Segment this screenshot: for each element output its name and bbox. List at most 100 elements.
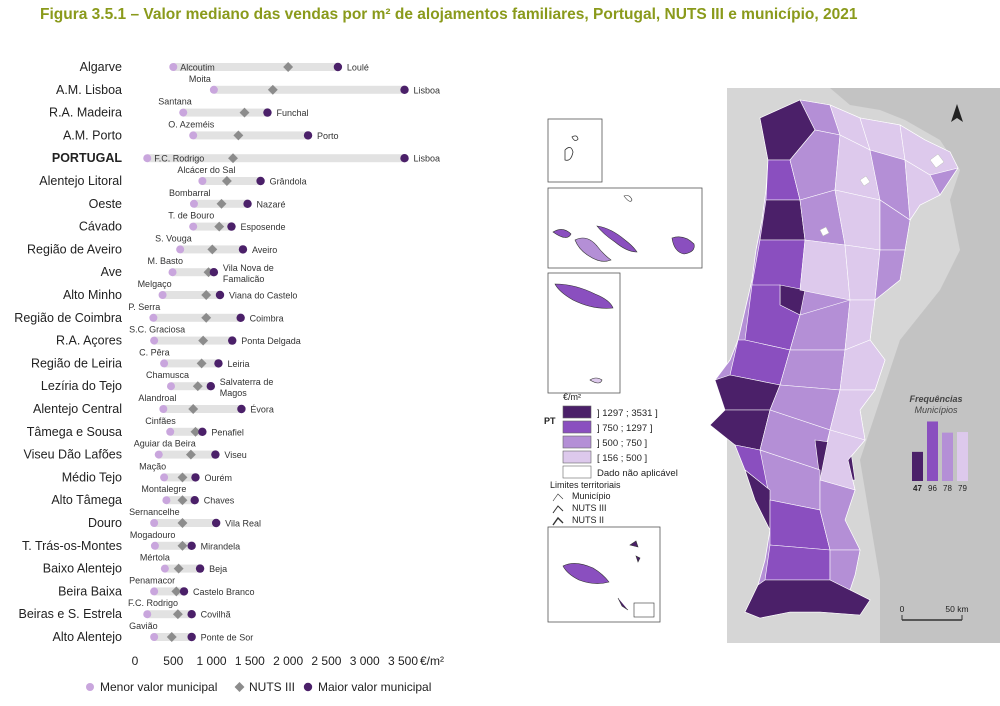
min-point [160, 359, 169, 368]
min-label: Mogadouro [130, 530, 176, 540]
min-label: O. Azeméis [168, 119, 215, 129]
municipality-patch [834, 189, 881, 251]
data-marks [143, 62, 409, 642]
legend-max-icon [303, 682, 313, 692]
min-point [150, 519, 159, 527]
range-bar [154, 541, 192, 550]
limit-line-icon [552, 505, 564, 514]
max-point [187, 610, 196, 619]
min-label: Bombarral [169, 188, 211, 198]
min-label: Melgaço [138, 279, 172, 289]
map-legend-label: ] 1297 ; 3531 ] [597, 408, 658, 419]
x-tick-label: 2 500 [311, 654, 341, 668]
map-spain [830, 88, 1000, 643]
region-label: R.A. Açores [56, 334, 122, 348]
max-point [211, 518, 221, 528]
max-point [237, 404, 246, 414]
municipality-patch [759, 449, 821, 511]
municipality-patch [899, 124, 959, 176]
x-tick-label: 2 000 [273, 654, 303, 668]
max-point [206, 382, 216, 391]
nuts-point [201, 290, 212, 300]
map-legend-swatch [562, 405, 592, 419]
x-tick-label: 1 000 [197, 654, 227, 668]
range-bar [183, 108, 268, 117]
max-label: Funchal [276, 108, 308, 118]
region-label: Douro [88, 516, 122, 530]
municipality-patch [759, 99, 816, 161]
municipality-patch [814, 439, 856, 481]
max-label: Penafiel [211, 427, 244, 437]
municipality-patch [879, 199, 911, 251]
map-portugal-mainland [709, 99, 959, 619]
island-madeira [554, 283, 614, 309]
range-bar [173, 63, 338, 71]
municipality-patch [759, 199, 806, 241]
freq-subtitle: Municípios [914, 405, 958, 415]
scale-bar: 0 50 km [900, 604, 969, 621]
region-label: Beiras e S. Estrela [18, 607, 122, 621]
nuts-point [196, 358, 207, 369]
municipality-patch [714, 374, 781, 411]
municipality-patch [789, 129, 841, 201]
region-label: Alto Minho [63, 288, 122, 302]
freq-value: 78 [943, 484, 952, 493]
municipality-patch [789, 299, 851, 351]
limit-line-icon [552, 516, 564, 526]
municipality-patch [829, 389, 876, 441]
max-label: Leiria [227, 359, 249, 369]
max-point [209, 268, 219, 277]
nuts-point [216, 198, 227, 209]
inset-frame-lisbon [547, 526, 661, 623]
region-label: A.M. Lisboa [56, 83, 122, 97]
range-bar [154, 587, 185, 596]
max-label: Vila Nova de Famalicão [223, 263, 274, 284]
max-point [303, 131, 313, 140]
nuts-point [190, 426, 201, 437]
freq-bar [912, 451, 923, 481]
max-point [227, 222, 236, 231]
min-point [149, 313, 158, 322]
nuts-point [201, 312, 212, 323]
x-tick-label: 500 [163, 654, 183, 668]
region-label: Beira Baixa [58, 584, 122, 598]
region-label: Lezíria do Tejo [41, 379, 122, 393]
max-point [198, 427, 207, 436]
min-point [150, 633, 159, 641]
max-point [228, 336, 237, 345]
range-bar [154, 336, 233, 345]
min-point [209, 85, 218, 94]
freq-bars: 47 96 78 79 [912, 421, 968, 493]
island-corvo [564, 147, 574, 161]
min-label: F.C. Rodrigo [154, 154, 204, 164]
region-label: Alto Alentejo [53, 630, 123, 644]
min-label: P. Serra [128, 302, 160, 312]
municipality-patch [819, 429, 866, 491]
max-point [214, 359, 223, 368]
limits-legend: Município NUTS III NUTS II [552, 491, 611, 526]
min-point [189, 199, 198, 208]
map-municipality-patches [709, 99, 959, 619]
nuts-point [166, 632, 177, 642]
map-legend-label: Dado não aplicável [597, 468, 678, 479]
municipality-patch [829, 549, 861, 591]
map-legend-swatch [562, 465, 592, 479]
range-bar [164, 359, 219, 368]
max-label: Loulé [347, 63, 369, 73]
scale-label-0: 0 [900, 604, 905, 614]
max-point [243, 199, 252, 208]
max-point [256, 176, 265, 186]
map-legend-swatch [562, 435, 592, 449]
municipality-patch [765, 159, 801, 201]
chart-legend: Menor valor municipal NUTS III Maior valor… [86, 680, 431, 694]
municipality-patch [764, 544, 831, 581]
min-label: Aguiar da Beira [134, 439, 196, 449]
region-label: Tâmega e Sousa [27, 425, 122, 439]
range-bar [153, 313, 241, 322]
min-point [150, 541, 159, 550]
min-label: Mação [139, 461, 166, 471]
max-point [191, 473, 200, 482]
max-label: Mirandela [201, 541, 241, 551]
municipality-patch [744, 284, 801, 351]
max-label: Lisboa [414, 85, 441, 95]
